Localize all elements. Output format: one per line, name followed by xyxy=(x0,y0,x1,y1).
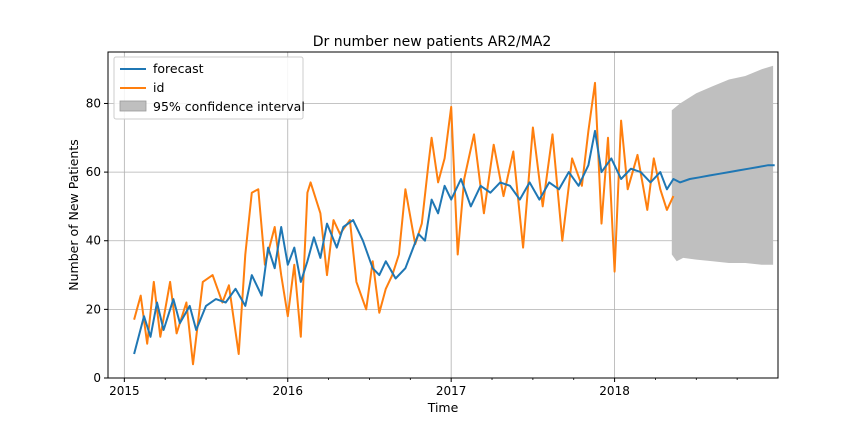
x-tick-label: 2018 xyxy=(599,384,630,398)
y-tick-label: 60 xyxy=(86,165,101,179)
y-tick-label: 80 xyxy=(86,96,101,110)
legend-id-label: id xyxy=(153,80,164,95)
x-tick-label: 2015 xyxy=(109,384,140,398)
y-axis-label: Number of New Patients xyxy=(66,139,81,290)
legend-ci-swatch xyxy=(119,100,147,112)
y-tick-label: 20 xyxy=(86,302,101,316)
confidence-interval-band xyxy=(671,65,774,265)
legend-box xyxy=(113,56,304,120)
legend: forecast id 95% confidence interval xyxy=(113,56,305,120)
legend-forecast-label: forecast xyxy=(153,61,204,76)
series-line-forecast xyxy=(133,129,775,355)
series-layer xyxy=(133,81,775,366)
y-tick-label: 0 xyxy=(93,371,101,385)
confidence-interval-layer xyxy=(671,65,774,265)
x-tick-label: 2017 xyxy=(436,384,467,398)
legend-ci-label: 95% confidence interval xyxy=(153,99,305,114)
axes: 2015 2016 2017 2018 0 20 40 60 80 xyxy=(86,51,779,398)
series-line-id xyxy=(133,81,675,366)
plot-frame xyxy=(107,51,779,379)
chart-title: Dr number new patients AR2/MA2 xyxy=(313,34,552,50)
x-tick-label: 2016 xyxy=(272,384,303,398)
x-axis-label: Time xyxy=(427,400,459,415)
y-tick-label: 40 xyxy=(86,234,101,248)
